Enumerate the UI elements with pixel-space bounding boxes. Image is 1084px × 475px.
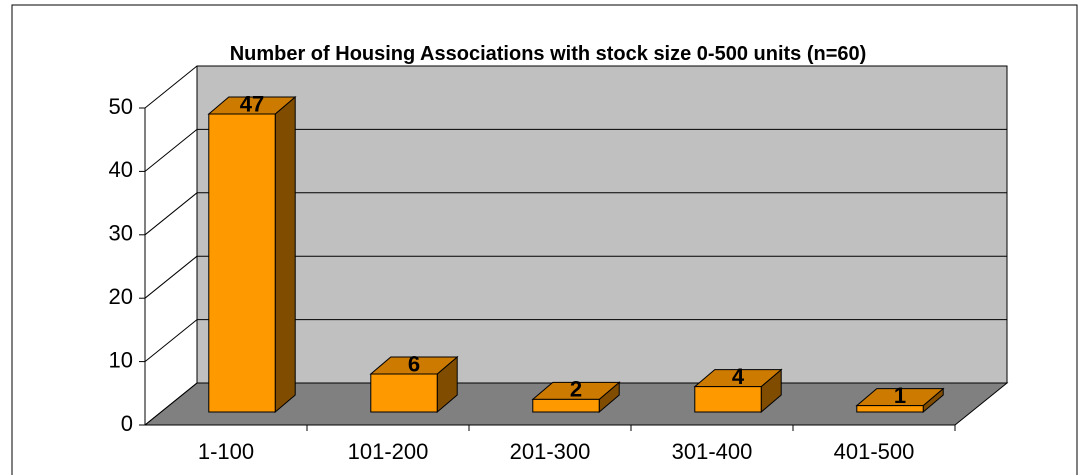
chart-title: Number of Housing Associations with stoc… <box>229 43 867 65</box>
bar <box>531 381 621 414</box>
x-tick-label: 301-400 <box>672 439 753 464</box>
data-label: 4 <box>732 364 745 389</box>
bar-front <box>370 373 438 413</box>
bar-front <box>694 386 762 413</box>
x-tick-label: 1-100 <box>198 439 254 464</box>
y-tick-label: 50 <box>109 94 133 119</box>
side-grid-line <box>144 129 198 172</box>
x-tick-label: 401-500 <box>834 439 915 464</box>
side-grid-line <box>144 192 198 236</box>
back-wall <box>196 65 1008 384</box>
bar-side <box>274 95 296 414</box>
y-tick-label: 10 <box>109 347 133 372</box>
bar-front <box>208 113 276 413</box>
side-grid-line <box>144 255 198 299</box>
bar-front <box>856 405 924 413</box>
data-label: 47 <box>240 91 264 116</box>
x-tick-label: 101-200 <box>348 439 429 464</box>
chart-border <box>11 4 1078 475</box>
y-tick-label: 0 <box>121 411 133 436</box>
x-tick-label: 201-300 <box>510 439 591 464</box>
data-label: 1 <box>894 383 906 408</box>
y-tick-label: 40 <box>109 157 133 182</box>
bar <box>369 355 459 414</box>
y-tick-label: 30 <box>109 221 133 246</box>
side-grid-line <box>144 382 198 426</box>
bar-front <box>532 398 600 413</box>
bar <box>207 95 297 414</box>
bar <box>855 387 945 414</box>
side-grid-line <box>144 319 198 362</box>
data-label: 6 <box>408 351 420 376</box>
bar <box>693 368 783 414</box>
side-grid-line <box>144 65 198 109</box>
y-tick-label: 20 <box>109 284 133 309</box>
data-label: 2 <box>570 377 582 402</box>
